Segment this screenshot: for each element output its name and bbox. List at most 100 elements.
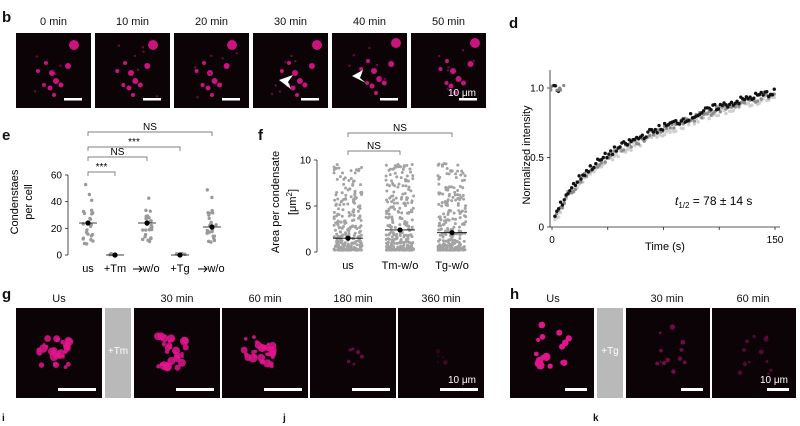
condensate bbox=[538, 321, 546, 329]
condensate bbox=[302, 82, 308, 88]
data-point bbox=[333, 244, 337, 248]
data-point bbox=[384, 178, 388, 182]
data-point bbox=[603, 151, 607, 156]
data-point bbox=[437, 182, 441, 186]
condensate bbox=[52, 361, 60, 368]
data-point bbox=[81, 209, 86, 214]
condensate bbox=[51, 69, 55, 73]
data-point bbox=[562, 83, 566, 88]
data-point bbox=[387, 245, 391, 249]
data-point bbox=[448, 248, 452, 252]
data-point bbox=[456, 169, 460, 173]
condensate bbox=[210, 93, 214, 97]
data-point bbox=[408, 167, 412, 171]
data-point bbox=[664, 126, 669, 131]
data-point bbox=[358, 225, 362, 229]
data-point bbox=[456, 193, 460, 197]
condensate bbox=[260, 344, 268, 352]
panel-b-label: b bbox=[2, 9, 12, 26]
data-point bbox=[566, 191, 570, 196]
scalebar-label: 10 μm bbox=[448, 88, 476, 99]
condensate bbox=[669, 324, 676, 330]
condensate bbox=[270, 92, 274, 96]
microscopy-image bbox=[510, 308, 594, 398]
condensate bbox=[295, 93, 299, 97]
data-point bbox=[85, 228, 89, 232]
data-point bbox=[337, 166, 341, 170]
data-point bbox=[444, 239, 448, 243]
data-point bbox=[592, 165, 596, 170]
data-point bbox=[439, 227, 443, 231]
data-point bbox=[437, 221, 441, 225]
data-point bbox=[388, 173, 392, 177]
data-point bbox=[335, 190, 339, 194]
panel-d-label: d bbox=[509, 15, 519, 32]
data-point bbox=[454, 198, 458, 202]
data-point bbox=[442, 247, 446, 251]
data-point bbox=[596, 165, 600, 169]
scalebar bbox=[380, 98, 398, 101]
timepoint-label: 30 min bbox=[650, 293, 684, 305]
data-point bbox=[352, 179, 356, 183]
data-point bbox=[89, 208, 94, 213]
data-point bbox=[464, 210, 468, 214]
y-tick-label: 60 bbox=[51, 171, 63, 182]
t-half-annotation: t1/2 = 78 ± 14 s bbox=[675, 194, 752, 210]
data-point bbox=[458, 216, 462, 220]
data-point bbox=[446, 229, 450, 233]
data-point bbox=[453, 222, 457, 226]
data-point bbox=[340, 234, 344, 238]
condensate bbox=[752, 334, 756, 338]
panel-f-label: f bbox=[258, 127, 263, 144]
data-point bbox=[610, 158, 615, 162]
data-point bbox=[461, 171, 465, 175]
condensate bbox=[53, 335, 61, 343]
data-point bbox=[409, 189, 413, 193]
significance-label: NS bbox=[393, 123, 407, 134]
data-point bbox=[343, 241, 347, 245]
data-point bbox=[353, 189, 357, 193]
data-point bbox=[457, 197, 461, 201]
panel-h-images bbox=[510, 308, 796, 398]
data-point bbox=[394, 196, 398, 200]
condensate bbox=[359, 354, 365, 359]
data-point bbox=[459, 242, 463, 246]
data-point bbox=[594, 162, 598, 166]
condensate bbox=[388, 61, 395, 67]
condensate bbox=[117, 44, 121, 47]
data-point bbox=[400, 170, 404, 174]
data-point bbox=[444, 245, 448, 249]
data-point bbox=[614, 149, 618, 153]
condensate bbox=[352, 362, 356, 366]
data-point bbox=[701, 109, 706, 113]
data-point bbox=[622, 148, 626, 152]
data-point bbox=[392, 201, 396, 205]
condensate bbox=[164, 349, 170, 354]
scalebar bbox=[222, 98, 240, 101]
data-point bbox=[212, 238, 216, 242]
data-point bbox=[405, 163, 409, 167]
data-point bbox=[341, 171, 345, 175]
data-point bbox=[206, 210, 210, 215]
data-point bbox=[737, 104, 741, 108]
data-point bbox=[333, 198, 337, 202]
data-point bbox=[337, 226, 341, 230]
data-point bbox=[338, 175, 342, 179]
data-point bbox=[394, 234, 398, 238]
condensate bbox=[144, 63, 151, 69]
condensate bbox=[767, 372, 770, 375]
data-point bbox=[442, 212, 446, 216]
data-point bbox=[457, 231, 461, 235]
significance-label: NS bbox=[143, 122, 157, 133]
data-point bbox=[651, 133, 656, 137]
data-point bbox=[444, 162, 448, 166]
data-point bbox=[450, 169, 454, 173]
data-point bbox=[207, 230, 212, 234]
x-tick-label: 150 bbox=[767, 235, 784, 246]
panel-d-chart: Normalized intensity 0 0.5 1.0 0 150 t1/2 = … bbox=[521, 70, 784, 253]
condensate bbox=[171, 346, 181, 355]
data-point bbox=[396, 248, 400, 252]
data-point bbox=[334, 193, 338, 197]
data-point bbox=[210, 195, 214, 200]
data-point bbox=[618, 145, 622, 149]
